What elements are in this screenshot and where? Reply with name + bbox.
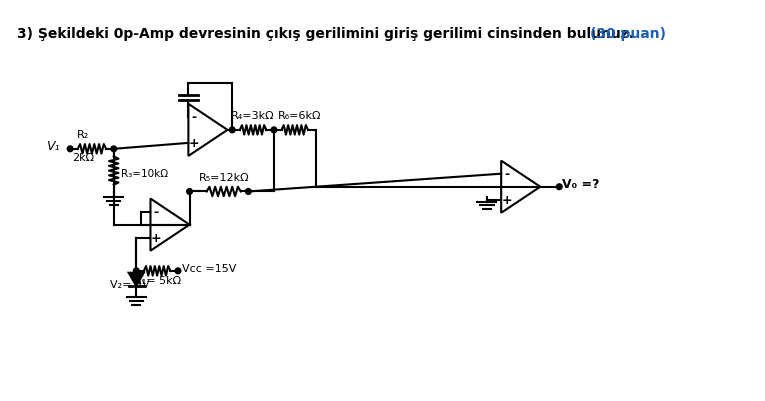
Text: V₀ =?: V₀ =?	[562, 178, 600, 191]
Text: (30 puan): (30 puan)	[590, 26, 666, 41]
Circle shape	[67, 147, 73, 152]
Text: 2kΩ: 2kΩ	[73, 153, 94, 163]
Text: R₄=3kΩ: R₄=3kΩ	[231, 111, 275, 121]
Circle shape	[175, 268, 181, 274]
Text: +: +	[151, 232, 161, 245]
Text: V₂= 3V: V₂= 3V	[109, 279, 149, 290]
Text: Vᴄᴄ =15V: Vᴄᴄ =15V	[182, 263, 236, 273]
Text: R₁= 5kΩ: R₁= 5kΩ	[134, 275, 181, 286]
Circle shape	[133, 268, 139, 274]
Text: R₆=6kΩ: R₆=6kΩ	[278, 111, 321, 121]
Circle shape	[111, 147, 116, 152]
Polygon shape	[129, 273, 144, 286]
Circle shape	[187, 189, 193, 195]
Text: R₅=12kΩ: R₅=12kΩ	[198, 172, 249, 182]
Text: -: -	[504, 168, 509, 181]
Circle shape	[556, 184, 562, 190]
Text: -: -	[191, 111, 197, 124]
Text: -: -	[154, 206, 158, 219]
Text: 3) Şekildeki 0p-Amp devresinin çıkış gerilimini giriş gerilimi cinsinden bulunuz: 3) Şekildeki 0p-Amp devresinin çıkış ger…	[17, 26, 634, 41]
Text: +: +	[189, 137, 200, 150]
Circle shape	[246, 189, 251, 195]
Circle shape	[230, 128, 235, 134]
Text: +: +	[502, 194, 513, 207]
Circle shape	[271, 128, 277, 134]
Text: V₁: V₁	[46, 140, 60, 153]
Text: R₃=10kΩ: R₃=10kΩ	[122, 168, 168, 178]
Text: R₂: R₂	[77, 130, 90, 140]
